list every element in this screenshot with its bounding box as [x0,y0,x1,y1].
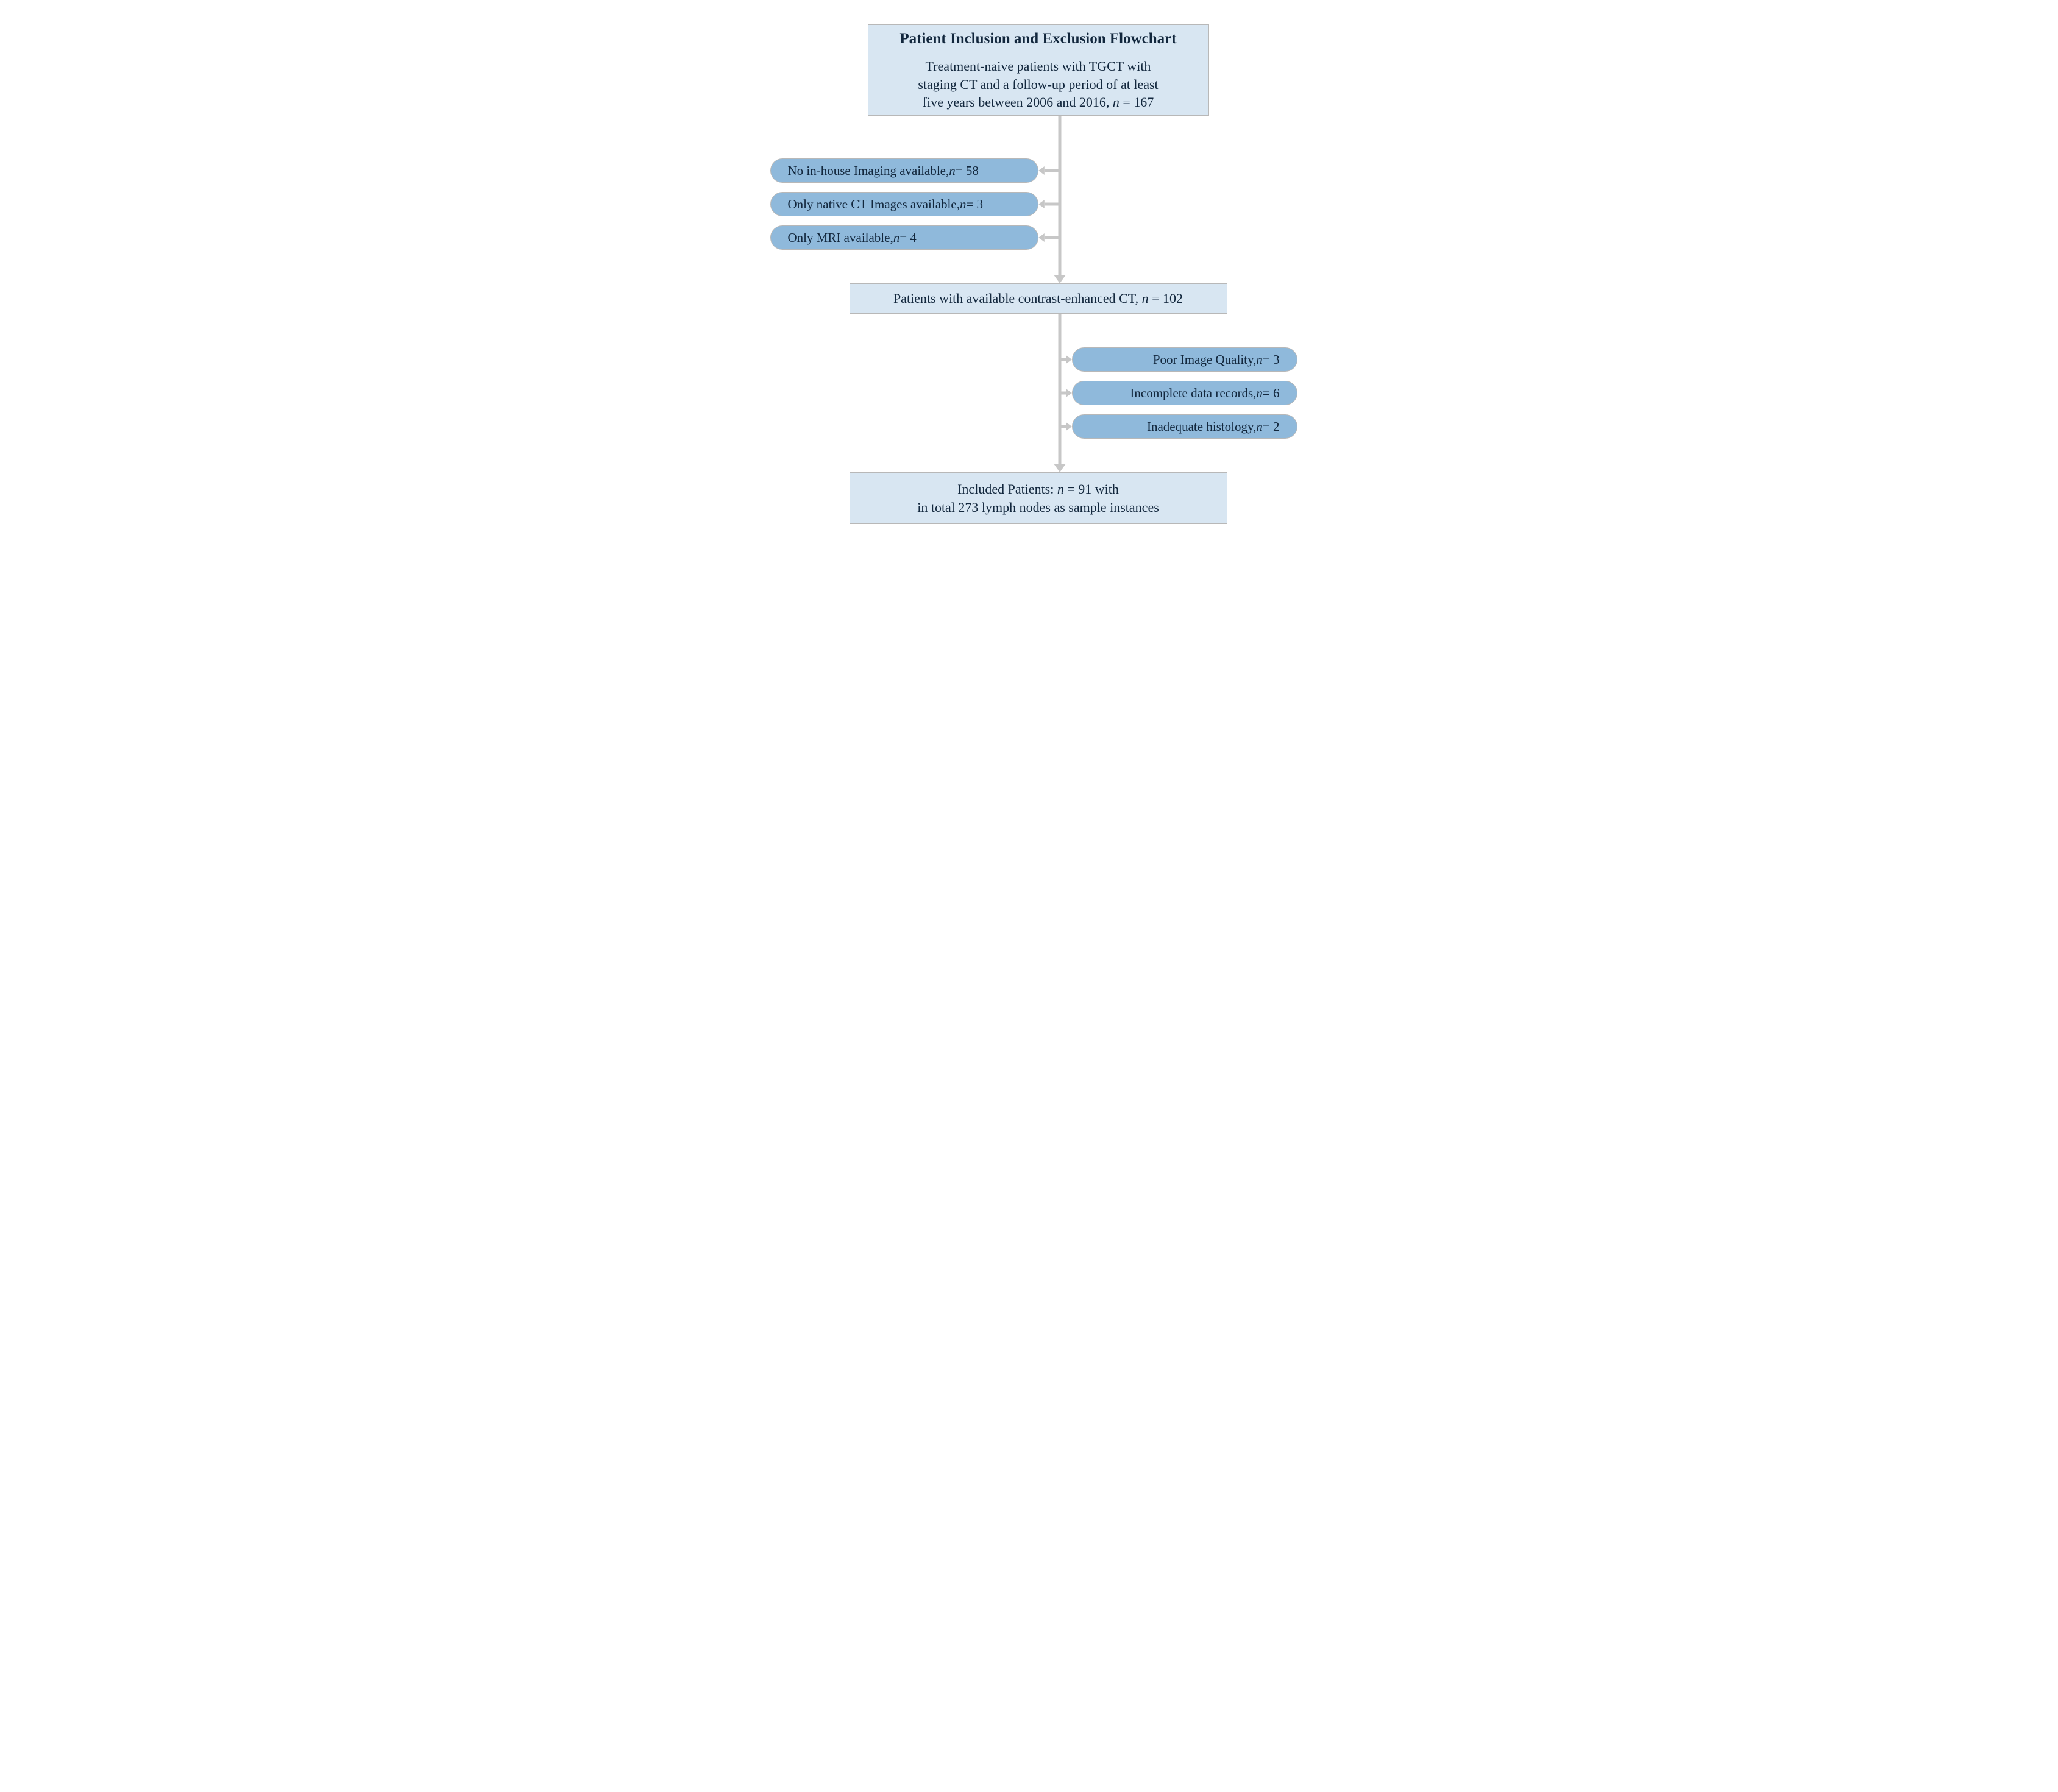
box-bottom-line1: Included Patients: n = 91 with [957,480,1119,498]
box-bottom-l1-prefix: Included Patients: [957,481,1057,497]
pill-suffix: = 6 [1263,386,1280,401]
pill-suffix: = 3 [966,197,983,212]
box-inclusion-criteria: Patient Inclusion and Exclusion Flowchar… [868,24,1209,116]
box-included-patients: Included Patients: n = 91 with in total … [850,472,1227,524]
n-symbol: n [1057,481,1064,497]
pill-prefix: Only native CT Images available, [788,197,960,212]
box-mid-suffix: = 102 [1149,291,1183,306]
pill-prefix: Only MRI available, [788,230,893,246]
exclusion-pill-ex3: Only MRI available, n = 4 [770,225,1038,250]
pill-prefix: Poor Image Quality, [1153,352,1257,367]
box-mid-text: Patients with available contrast-enhance… [893,289,1183,308]
box-bottom-line2: in total 273 lymph nodes as sample insta… [917,498,1159,517]
exclusion-pill-ex4: Poor Image Quality, n = 3 [1072,347,1297,372]
n-symbol: n [1113,94,1119,110]
flowchart-container: Patient Inclusion and Exclusion Flowchar… [749,24,1310,536]
box-top-line3-prefix: five years between 2006 and 2016, [923,94,1113,110]
exclusion-pill-ex5: Incomplete data records, n = 6 [1072,381,1297,405]
exclusion-pill-ex6: Inadequate histology, n = 2 [1072,414,1297,439]
exclusion-pill-ex2: Only native CT Images available, n = 3 [770,192,1038,216]
box-available-ct: Patients with available contrast-enhance… [850,283,1227,314]
n-symbol: n [1256,419,1263,434]
box-top-line2: staging CT and a follow-up period of at … [918,76,1158,94]
pill-prefix: Incomplete data records, [1130,386,1256,401]
pill-suffix: = 4 [899,230,917,246]
box-mid-prefix: Patients with available contrast-enhance… [893,291,1142,306]
n-symbol: n [1256,386,1263,401]
box-top-line1: Treatment-naive patients with TGCT with [926,57,1151,76]
n-symbol: n [960,197,967,212]
pill-suffix: = 58 [956,163,979,179]
box-top-line3: five years between 2006 and 2016, n = 16… [923,93,1154,112]
n-symbol: n [949,163,956,179]
box-bottom-l1-suffix: = 91 with [1064,481,1119,497]
pill-suffix: = 3 [1263,352,1280,367]
box-top-line3-suffix: = 167 [1119,94,1154,110]
pill-prefix: Inadequate histology, [1147,419,1256,434]
n-symbol: n [1256,352,1263,367]
pill-suffix: = 2 [1263,419,1280,434]
n-symbol: n [1142,291,1149,306]
n-symbol: n [893,230,900,246]
pill-prefix: No in-house Imaging available, [788,163,949,179]
flowchart-title: Patient Inclusion and Exclusion Flowchar… [899,29,1176,52]
exclusion-pill-ex1: No in-house Imaging available, n = 58 [770,158,1038,183]
